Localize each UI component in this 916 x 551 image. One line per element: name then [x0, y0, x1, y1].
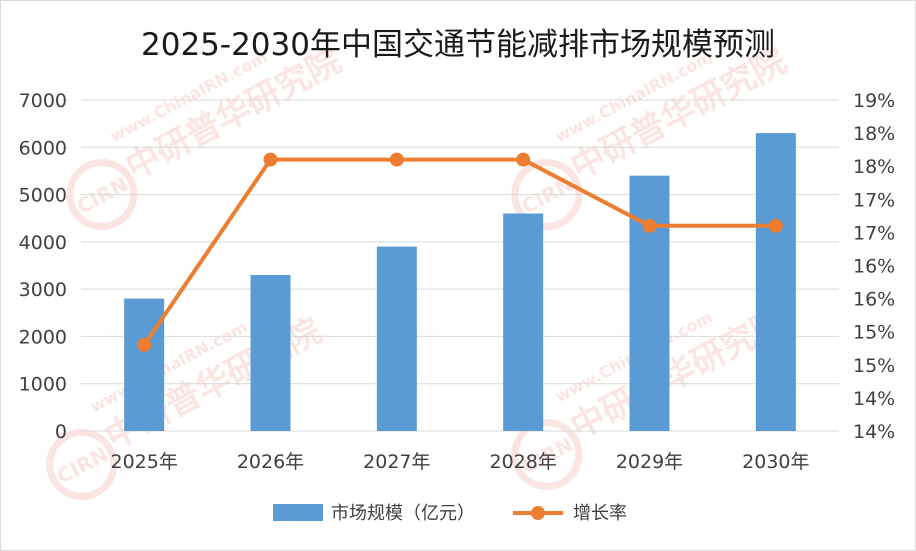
chart-title: 2025-2030年中国交通节能减排市场规模预测: [141, 27, 775, 63]
bar: [250, 274, 291, 431]
right-tick-label: 15%: [853, 355, 895, 377]
right-tick-label: 19%: [853, 90, 895, 112]
line-point: [516, 152, 531, 167]
line-point: [389, 152, 404, 167]
right-tick-label: 14%: [853, 388, 895, 410]
right-tick-label: 14%: [853, 421, 895, 443]
category-label: 2028年: [489, 451, 556, 473]
right-tick-label: 18%: [853, 156, 895, 178]
legend-bar-swatch: [273, 504, 323, 521]
left-tick-label: 1000: [19, 374, 67, 396]
left-tick-label: 2000: [19, 326, 67, 348]
gridlines: [81, 99, 839, 432]
watermark-logo-text: CIRN: [73, 172, 132, 219]
category-label: 2030年: [742, 451, 809, 473]
category-label: 2029年: [616, 451, 683, 473]
bar: [124, 298, 165, 431]
left-tick-label: 6000: [19, 137, 67, 159]
line-series: [137, 152, 783, 352]
category-label: 2027年: [363, 451, 430, 473]
legend-bar-label: 市场规模（亿元）: [331, 503, 475, 524]
bar: [503, 213, 544, 431]
left-tick-label: 5000: [19, 185, 67, 207]
watermark-logo-text: CIRN: [518, 172, 577, 219]
bar: [755, 133, 796, 431]
right-tick-label: 16%: [853, 256, 895, 278]
line-point: [263, 152, 278, 167]
bar: [629, 175, 670, 431]
watermark-logo-ring: [46, 428, 118, 500]
category-label: 2025年: [110, 451, 177, 473]
right-tick-label: 17%: [853, 189, 895, 211]
line-point: [642, 218, 657, 233]
left-tick-label: 4000: [19, 232, 67, 254]
bar: [376, 246, 417, 431]
left-axis-ticks: 0 1000 2000 3000 4000 5000 6000 7000: [19, 90, 67, 443]
left-tick-label: 3000: [19, 279, 67, 301]
watermark-logo-ring: [66, 158, 138, 230]
left-tick-label: 7000: [19, 90, 67, 112]
right-tick-label: 18%: [853, 123, 895, 145]
legend-line-label: 增长率: [573, 503, 627, 524]
line-point: [768, 218, 783, 233]
line-point: [137, 337, 152, 352]
right-tick-label: 16%: [853, 289, 895, 311]
line-path: [142, 157, 776, 347]
legend: 市场规模（亿元） 增长率: [273, 503, 627, 524]
left-tick-label: 0: [55, 421, 67, 443]
category-label: 2026年: [237, 451, 304, 473]
right-axis-ticks: 14% 14% 15% 15% 16% 16% 17% 17% 18% 18% 19%: [853, 90, 895, 443]
legend-line-marker: [531, 506, 545, 520]
right-tick-label: 15%: [853, 322, 895, 344]
bar-series: [124, 133, 796, 431]
watermark-logo-text: CIRN: [53, 442, 112, 489]
category-axis-labels: 2025年 2026年 2027年 2028年 2029年 2030年: [110, 451, 809, 473]
right-tick-label: 17%: [853, 222, 895, 244]
